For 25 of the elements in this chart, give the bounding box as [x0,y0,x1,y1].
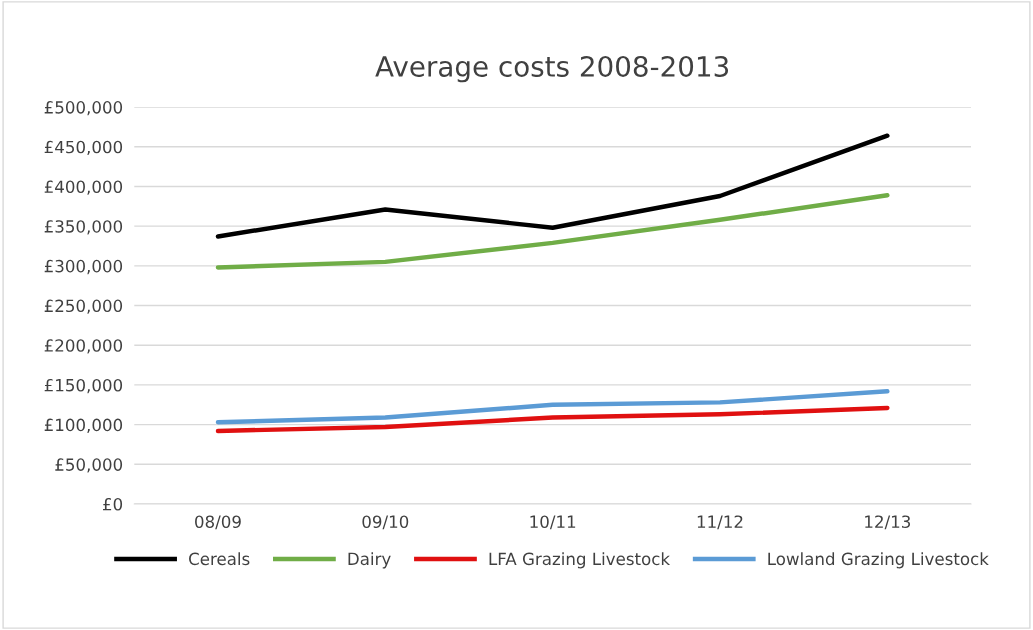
x-tick-label: 09/10 [362,515,409,530]
legend-label: Lowland Grazing Livestock [768,552,989,569]
x-tick-label: 10/11 [530,515,576,530]
y-tick-label: £400,000 [44,180,123,195]
x-tick-label: 11/12 [697,515,743,530]
legend-label: LFA Grazing Livestock [489,552,671,569]
y-tick-label: £250,000 [44,299,123,314]
y-tick-label: £150,000 [44,378,123,394]
y-tick-label: £0 [103,497,123,511]
legend-label: Dairy [348,552,391,569]
y-tick-label: £200,000 [44,339,123,354]
y-tick-label: £500,000 [44,101,123,116]
y-tick-label: £100,000 [44,418,123,433]
x-tick-label: 08/09 [195,515,241,530]
y-tick-label: £350,000 [44,220,123,235]
y-tick-label: £450,000 [44,140,123,156]
line-series [215,389,890,425]
y-tick-label: £300,000 [44,259,123,275]
y-tick-label: £50,000 [55,458,123,473]
line-series [215,405,890,434]
line-series [215,192,890,270]
legend-label: Cereals [189,552,250,566]
x-tick-label: 12/13 [865,515,911,530]
line-series [215,133,890,239]
chart-title: Average costs 2008-2013 [375,55,729,83]
